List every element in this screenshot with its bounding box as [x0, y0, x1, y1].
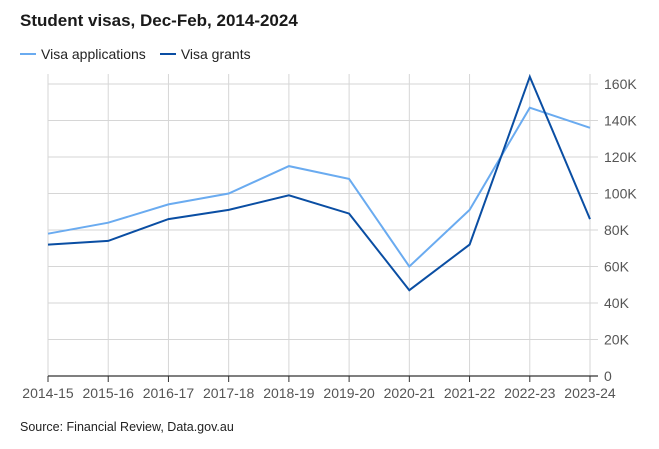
y-tick-label: 160K — [604, 76, 637, 92]
y-tick-label: 20K — [604, 332, 630, 348]
y-tick-label: 80K — [604, 222, 630, 238]
x-tick-label: 2019-20 — [323, 385, 375, 401]
y-tick-label: 140K — [604, 113, 637, 129]
y-tick-label: 40K — [604, 295, 630, 311]
x-tick-label: 2017-18 — [203, 385, 255, 401]
series-line-grants — [47, 73, 591, 292]
x-tick-label: 2015-16 — [83, 385, 135, 401]
x-tick-label: 2018-19 — [263, 385, 315, 401]
x-tick-label: 2021-22 — [444, 385, 496, 401]
x-tick-label: 2014-15 — [22, 385, 74, 401]
legend-item-applications: Visa applications — [20, 46, 146, 62]
legend: Visa applications Visa grants — [20, 46, 265, 62]
legend-label-grants: Visa grants — [180, 46, 251, 62]
legend-label-applications: Visa applications — [41, 46, 146, 62]
x-tick-label: 2022-23 — [504, 385, 556, 401]
chart-title: Student visas, Dec-Feb, 2014-2024 — [20, 11, 298, 30]
y-tick-label: 0 — [604, 368, 612, 384]
x-tick-label: 2023-24 — [564, 385, 616, 401]
y-tick-label: 60K — [604, 259, 630, 275]
x-tick-label: 2016-17 — [143, 385, 195, 401]
legend-item-grants: Visa grants — [159, 46, 251, 62]
y-tick-label: 100K — [604, 186, 637, 202]
legend-swatch-grants — [159, 53, 176, 55]
source-note: Source: Financial Review, Data.gov.au — [20, 420, 234, 434]
legend-swatch-applications — [20, 53, 36, 55]
y-tick-label: 120K — [604, 149, 637, 165]
series-line-applications — [47, 106, 591, 269]
x-tick-label: 2020-21 — [384, 385, 436, 401]
